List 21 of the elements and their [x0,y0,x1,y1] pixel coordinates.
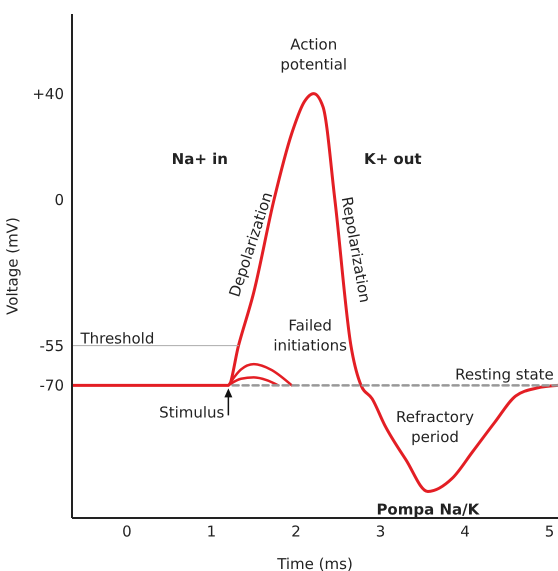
y-tick-label: -70 [40,376,64,395]
annotation: Refractory period [396,408,474,446]
x-tick-label: 3 [376,522,386,541]
x-tick-label: 1 [206,522,216,541]
annotation: K+ out [364,150,422,168]
annotation: Stimulus [159,403,225,422]
x-tick-label: 4 [460,522,470,541]
x-axis-title: Time (ms) [276,555,353,571]
annotation: Na+ in [172,150,228,168]
annotation: Pompa Na/K [376,500,481,519]
y-axis-title: Voltage (mV) [3,217,22,315]
x-tick-label: 2 [291,522,301,541]
y-tick-label: +40 [32,84,64,103]
annotation: Threshold [79,330,154,348]
annotation: Action potential [280,36,348,74]
y-tick-label: -55 [40,336,64,355]
annotation: Resting state [455,365,554,384]
y-tick-label: 0 [54,191,64,210]
annotation: Failed initiations [273,316,348,355]
x-tick-label: 5 [544,522,554,541]
x-tick-label: 0 [122,522,132,541]
